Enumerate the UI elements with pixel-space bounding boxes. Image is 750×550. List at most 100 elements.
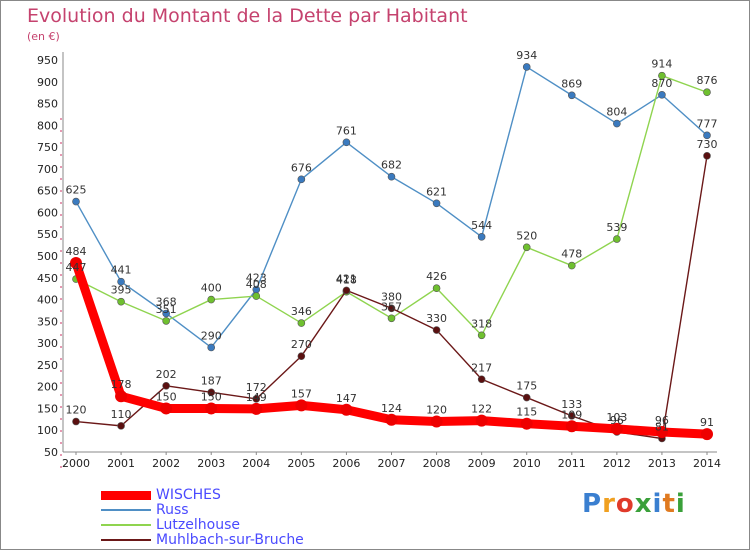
data-point <box>297 319 306 327</box>
data-point <box>477 375 486 384</box>
y-tick-label: 950 <box>37 54 58 67</box>
y-tick-label: 250 <box>37 359 58 372</box>
data-point <box>520 417 533 430</box>
data-label: 478 <box>561 248 582 261</box>
y-tick-label: 450 <box>37 272 58 285</box>
legend-label: Russ <box>156 502 189 518</box>
legend-label: Lutzelhouse <box>156 517 240 533</box>
series-russ <box>72 63 711 352</box>
data-label: 876 <box>697 74 718 87</box>
data-label: 870 <box>651 77 672 90</box>
data-point <box>432 199 441 208</box>
x-tick-label: 2007 <box>378 457 406 470</box>
data-point <box>205 402 218 415</box>
data-label: 423 <box>246 272 267 285</box>
data-label: 484 <box>66 245 87 258</box>
data-point <box>160 402 173 415</box>
legend-swatch <box>101 490 151 500</box>
data-point <box>432 326 441 334</box>
data-point <box>567 261 576 270</box>
data-point <box>117 422 125 430</box>
data-point <box>117 277 125 286</box>
y-tick-label: 500 <box>37 250 58 263</box>
data-point <box>655 425 668 438</box>
x-tick-label: 2011 <box>558 457 586 470</box>
y-tick-label: 600 <box>37 206 58 219</box>
data-point <box>72 197 80 206</box>
data-point <box>522 243 531 252</box>
data-label: 110 <box>111 408 132 421</box>
data-label: 625 <box>66 184 87 197</box>
data-point <box>567 412 576 420</box>
data-label: 682 <box>381 159 402 172</box>
data-label: 395 <box>111 284 132 297</box>
data-label: 539 <box>606 221 627 234</box>
data-label: 178 <box>111 378 132 391</box>
x-tick-label: 2000 <box>62 457 90 470</box>
data-label: 914 <box>651 58 672 71</box>
data-point <box>701 428 713 441</box>
data-point <box>703 152 711 160</box>
data-point <box>385 413 398 426</box>
y-tick-label: 750 <box>37 141 58 154</box>
data-point <box>207 295 216 304</box>
data-point <box>703 88 711 97</box>
data-point <box>117 297 125 306</box>
x-tick-label: 2002 <box>152 457 180 470</box>
data-point <box>340 403 353 416</box>
data-label: 147 <box>336 392 357 405</box>
data-label: 520 <box>516 229 537 242</box>
x-tick-label: 2009 <box>468 457 496 470</box>
data-point <box>658 71 666 80</box>
data-label: 120 <box>426 404 447 417</box>
data-point <box>522 393 531 402</box>
data-label: 400 <box>201 282 222 295</box>
x-tick-label: 2004 <box>242 457 270 470</box>
data-label: 804 <box>606 106 627 119</box>
data-label: 103 <box>606 411 627 424</box>
data-label: 122 <box>471 403 492 416</box>
data-point <box>613 119 621 128</box>
data-point <box>565 420 578 433</box>
data-label: 133 <box>561 398 582 411</box>
logo-letter: o <box>615 489 635 519</box>
data-label: 120 <box>66 404 87 417</box>
chart-subtitle: (en €) <box>27 30 60 43</box>
data-point <box>610 422 623 435</box>
data-point <box>297 175 306 184</box>
data-point <box>162 317 170 325</box>
data-point <box>703 131 711 140</box>
data-point <box>432 284 441 293</box>
data-point <box>387 304 396 313</box>
chart-data-labels: 625 441 368 290 423 676 761 682 621 544 934 869 804 8… <box>66 49 718 434</box>
data-label: 150 <box>201 390 222 403</box>
data-point <box>162 309 170 318</box>
data-label: 447 <box>66 261 87 274</box>
data-point <box>115 390 128 403</box>
proxiti-logo: Proxiti <box>582 489 686 519</box>
x-tick-label: 2005 <box>287 457 315 470</box>
data-point <box>430 415 443 428</box>
data-point <box>477 233 486 241</box>
data-label: 441 <box>111 264 132 277</box>
logo-letter: i <box>652 489 663 519</box>
data-label: 761 <box>336 124 357 137</box>
y-tick-label: 800 <box>37 119 58 132</box>
series-lutzelhouse <box>72 71 711 340</box>
data-label: 676 <box>291 161 312 174</box>
legend-swatch <box>101 539 151 541</box>
data-point <box>567 91 576 100</box>
data-point <box>252 395 261 403</box>
data-label: 621 <box>426 185 447 198</box>
data-label: 187 <box>201 374 222 387</box>
data-label: 418 <box>336 274 357 287</box>
data-label: 351 <box>156 303 177 316</box>
data-label: 730 <box>697 138 718 151</box>
data-label: 270 <box>291 338 312 351</box>
x-tick-label: 2014 <box>693 457 721 470</box>
data-label: 149 <box>246 391 267 404</box>
data-label: 426 <box>426 270 447 283</box>
data-label: 124 <box>381 402 402 415</box>
chart-series <box>70 63 713 443</box>
